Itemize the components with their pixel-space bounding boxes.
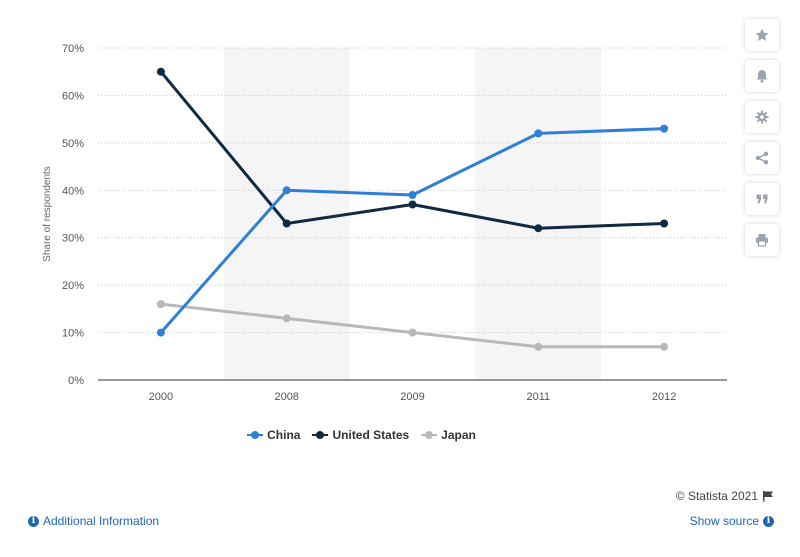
cite-button[interactable] — [745, 183, 779, 215]
data-point-united-states[interactable] — [660, 219, 669, 228]
favorite-button[interactable] — [745, 19, 779, 51]
y-tick-labels: 0% 10% 20% 30% 40% 50% 60% 70% — [62, 43, 84, 387]
data-point-china[interactable] — [408, 191, 417, 200]
additional-information-link[interactable]: i Additional Information — [28, 514, 159, 528]
legend-swatch — [247, 430, 264, 440]
settings-button[interactable] — [745, 101, 779, 133]
y-tick-label: 10% — [62, 328, 84, 340]
legend-item-japan[interactable]: Japan — [421, 428, 476, 442]
notification-button[interactable] — [745, 60, 779, 92]
y-tick-label: 20% — [62, 280, 84, 292]
legend-label: United States — [332, 428, 410, 442]
alternate-bands — [223, 48, 602, 380]
star-icon — [755, 28, 769, 41]
legend-label: China — [267, 428, 301, 442]
legend-swatch — [312, 430, 329, 440]
band-2011 — [475, 48, 602, 380]
data-point-china[interactable] — [282, 186, 291, 195]
x-tick-label: 2008 — [274, 391, 298, 403]
data-point-china[interactable] — [660, 124, 669, 133]
data-point-japan[interactable] — [408, 328, 417, 337]
band-2008 — [223, 48, 350, 380]
y-tick-label: 60% — [62, 90, 84, 102]
y-tick-label: 50% — [62, 138, 84, 150]
data-point-china[interactable] — [534, 129, 543, 138]
info-icon: i — [763, 515, 774, 527]
x-tick-label: 2000 — [149, 391, 173, 403]
data-point-japan[interactable] — [282, 314, 291, 323]
legend-item-china[interactable]: China — [247, 428, 300, 442]
show-source-link[interactable]: Show source i — [690, 514, 774, 528]
y-tick-label: 70% — [62, 43, 84, 55]
toolbar — [745, 19, 779, 256]
series-china — [156, 124, 669, 337]
credit-text: © Statista 2021 — [675, 489, 758, 503]
gear-icon — [755, 110, 769, 124]
data-point-united-states[interactable] — [408, 200, 417, 209]
y-axis-title: Share of respondents — [42, 166, 53, 262]
series-group — [156, 67, 669, 351]
quote-icon — [756, 194, 768, 204]
data-point-japan[interactable] — [660, 342, 669, 351]
data-point-united-states[interactable] — [156, 67, 165, 76]
bell-icon — [756, 70, 768, 83]
share-button[interactable] — [745, 142, 779, 174]
series-japan — [156, 300, 669, 351]
x-tick-labels: 2000 2008 2009 2011 2012 — [149, 391, 677, 403]
legend-swatch — [421, 430, 438, 440]
legend-item-united-states[interactable]: United States — [312, 428, 409, 442]
series-united-states — [156, 67, 669, 233]
share-icon — [755, 151, 769, 165]
y-tick-label: 40% — [62, 185, 84, 197]
legend-label: Japan — [441, 428, 476, 442]
grid-lines — [98, 47, 727, 381]
y-tick-label: 0% — [68, 375, 84, 387]
credit: © Statista 2021 — [676, 489, 774, 503]
y-tick-label: 30% — [62, 233, 84, 245]
additional-information-label: Additional Information — [43, 514, 160, 528]
data-point-japan[interactable] — [156, 300, 165, 309]
data-point-china[interactable] — [156, 328, 165, 337]
data-point-japan[interactable] — [534, 342, 543, 351]
legend: China United States Japan — [0, 428, 723, 442]
x-tick-label: 2011 — [526, 391, 550, 403]
print-icon — [756, 234, 768, 247]
x-tick-label: 2009 — [400, 391, 424, 403]
data-point-united-states[interactable] — [282, 219, 291, 228]
flag-icon — [763, 491, 773, 502]
print-button[interactable] — [745, 224, 779, 256]
x-tick-label: 2012 — [652, 391, 676, 403]
show-source-label: Show source — [689, 514, 759, 528]
data-point-united-states[interactable] — [534, 224, 543, 233]
info-icon: i — [28, 515, 39, 527]
